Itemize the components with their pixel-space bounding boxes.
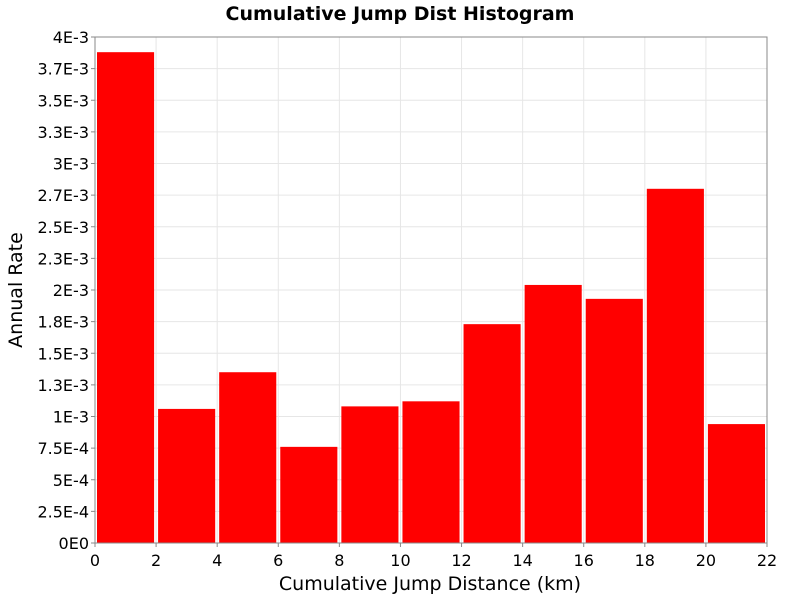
y-tick-label: 3.5E-3 xyxy=(37,91,89,110)
y-tick-label: 2E-3 xyxy=(53,281,89,300)
y-tick-label: 5E-4 xyxy=(53,471,89,490)
x-tick-label: 0 xyxy=(90,551,100,570)
y-tick-label: 2.3E-3 xyxy=(37,249,89,268)
histogram-bar xyxy=(341,406,399,543)
y-tick-label: 1.3E-3 xyxy=(37,376,89,395)
x-axis-ticks: 0 2 4 6 8 10 12 14 16 18 20 22 xyxy=(90,543,777,570)
chart-title: Cumulative Jump Dist Histogram xyxy=(226,3,575,25)
x-tick-label: 14 xyxy=(512,551,532,570)
histogram-bar xyxy=(97,52,155,544)
y-axis-ticks: 0E0 2.5E-4 5E-4 7.5E-4 1E-3 1.3E-3 1.5E-3 1.8E-… xyxy=(37,28,95,553)
y-tick-label: 3.3E-3 xyxy=(37,123,89,142)
y-tick-label: 1.5E-3 xyxy=(37,344,89,363)
y-tick-label: 7.5E-4 xyxy=(37,439,89,458)
histogram-bar xyxy=(463,324,521,543)
x-tick-label: 12 xyxy=(451,551,471,570)
histogram-bar xyxy=(219,372,277,543)
x-tick-label: 16 xyxy=(574,551,594,570)
histogram-bar xyxy=(707,424,765,543)
x-axis-label: Cumulative Jump Distance (km) xyxy=(279,573,581,595)
y-axis-label: Annual Rate xyxy=(5,232,27,348)
y-tick-label: 2.5E-4 xyxy=(37,502,89,521)
histogram-bar xyxy=(280,446,338,543)
y-tick-label: 1.8E-3 xyxy=(37,313,89,332)
y-tick-label: 4E-3 xyxy=(53,28,89,47)
y-tick-label: 2.5E-3 xyxy=(37,218,89,237)
x-tick-label: 8 xyxy=(334,551,344,570)
x-tick-label: 18 xyxy=(635,551,655,570)
x-tick-label: 20 xyxy=(696,551,716,570)
y-tick-label: 3.7E-3 xyxy=(37,60,89,79)
histogram-bar xyxy=(585,298,643,543)
x-tick-label: 6 xyxy=(273,551,283,570)
y-tick-label: 0E0 xyxy=(59,534,89,553)
x-tick-label: 2 xyxy=(151,551,161,570)
x-tick-label: 4 xyxy=(212,551,222,570)
histogram-bar xyxy=(524,284,582,543)
x-tick-label: 22 xyxy=(757,551,777,570)
histogram-bar xyxy=(158,408,216,543)
y-tick-label: 3E-3 xyxy=(53,155,89,174)
y-tick-label: 1E-3 xyxy=(53,408,89,427)
histogram-bar xyxy=(402,401,460,543)
x-tick-label: 10 xyxy=(390,551,410,570)
histogram-bar xyxy=(646,188,704,544)
bars-group xyxy=(97,52,765,544)
y-tick-label: 2.7E-3 xyxy=(37,186,89,205)
